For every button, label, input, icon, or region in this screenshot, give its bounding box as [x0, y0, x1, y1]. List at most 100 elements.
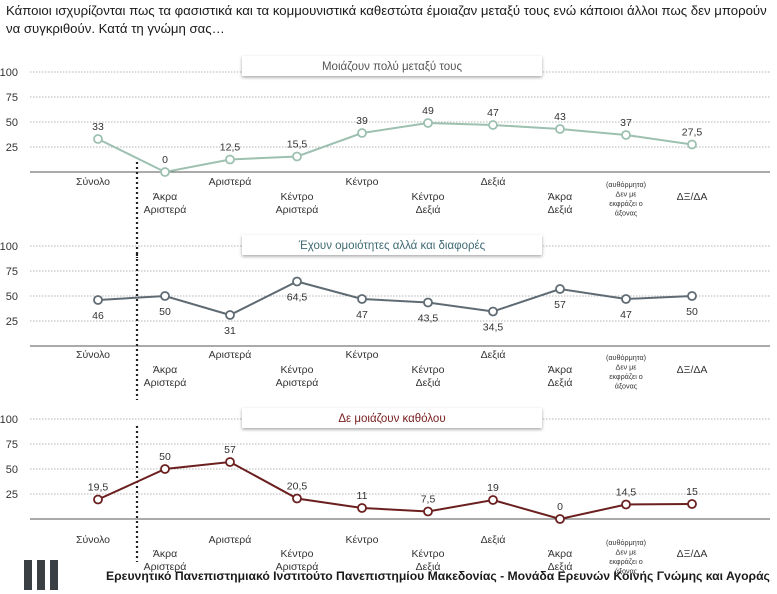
- data-label: 31: [224, 325, 236, 337]
- chart-title-box: [242, 408, 542, 428]
- data-point: [292, 493, 302, 504]
- data-point: [687, 291, 697, 301]
- category-label: Αριστερά: [276, 561, 319, 573]
- data-label: 43: [554, 111, 566, 123]
- category-label: Σύνολο: [76, 176, 110, 188]
- y-tick-label: 25: [6, 316, 18, 328]
- data-label: 15: [686, 486, 698, 498]
- data-point: [160, 291, 170, 301]
- data-point: [488, 306, 498, 317]
- category-label: Κέντρο: [412, 191, 445, 203]
- three-bars-logo-icon: [24, 560, 58, 590]
- data-label: 11: [357, 490, 368, 502]
- data-point: [160, 464, 170, 474]
- data-point: [225, 310, 235, 320]
- y-tick-label: 100: [0, 241, 18, 253]
- category-label: Άκρα: [153, 364, 177, 376]
- data-point: [555, 284, 565, 294]
- data-label: 19: [487, 482, 499, 494]
- data-label: 37: [620, 117, 632, 129]
- category-label: Κέντρο: [346, 534, 379, 546]
- category-label: άξονας: [615, 567, 638, 576]
- data-point: [357, 294, 367, 304]
- category-label: άξονας: [615, 382, 638, 391]
- category-label: εκφράζει ο: [609, 372, 643, 381]
- category-label: Κέντρο: [281, 364, 314, 376]
- data-label: 33: [92, 121, 104, 133]
- y-tick-label: 75: [6, 439, 18, 451]
- category-label: Αριστερά: [209, 349, 252, 361]
- category-label: Δεν με: [616, 363, 638, 372]
- category-label: Δεξιά: [548, 204, 573, 216]
- category-label: Άκρα: [153, 548, 177, 560]
- y-tick-label: 50: [6, 117, 18, 129]
- data-label: 47: [356, 309, 368, 321]
- data-label: 47: [487, 107, 499, 119]
- y-tick-label: 100: [0, 67, 18, 79]
- category-label: Δεν με: [616, 548, 638, 557]
- category-label: Κέντρο: [281, 548, 314, 560]
- category-label: εκφράζει ο: [609, 557, 643, 566]
- data-point: [555, 514, 565, 524]
- data-label: 49: [422, 105, 434, 117]
- data-point: [292, 151, 302, 162]
- category-label: Αριστερά: [209, 176, 252, 188]
- category-label: Σύνολο: [76, 534, 110, 546]
- category-label: Αριστερά: [209, 534, 252, 546]
- data-point: [621, 294, 631, 304]
- data-label: 0: [162, 154, 168, 166]
- category-label: Κέντρο: [346, 176, 379, 188]
- y-tick-label: 100: [0, 414, 18, 426]
- category-label: (αυθόρμητα): [606, 353, 646, 362]
- data-point: [423, 297, 433, 308]
- chart-title: Έχουν ομοιότητες αλλά και διαφορές: [298, 240, 486, 252]
- chart-title-box: [242, 235, 542, 255]
- category-label: Αριστερά: [276, 204, 319, 216]
- series-line: [97, 460, 693, 521]
- data-point: [488, 120, 498, 130]
- data-point: [225, 154, 235, 165]
- data-label: 34,5: [483, 322, 504, 334]
- data-point: [555, 124, 565, 134]
- category-label: Αριστερά: [144, 377, 187, 389]
- y-tick-label: 75: [6, 92, 18, 104]
- data-label: 27,5: [682, 127, 703, 139]
- category-label: Δεν με: [616, 190, 638, 199]
- data-point: [93, 494, 103, 505]
- footer-institute-text: Ερευνητικό Πανεπιστημιακό Ινστιτούτο Παν…: [106, 569, 770, 583]
- data-label: 14,5: [616, 487, 637, 499]
- data-label: 15,5: [287, 139, 308, 151]
- data-point: [357, 503, 367, 513]
- data-label: 47: [620, 309, 632, 321]
- data-label: 43,5: [418, 313, 439, 325]
- y-tick-label: 75: [6, 266, 18, 278]
- data-point: [160, 167, 170, 177]
- survey-question: Κάποιοι ισχυρίζονται πως τα φασιστικά κα…: [6, 3, 767, 36]
- data-label: 57: [224, 444, 236, 456]
- data-point: [621, 499, 631, 510]
- category-label: Σύνολο: [76, 349, 110, 361]
- data-point: [292, 276, 302, 287]
- data-label: 50: [159, 306, 171, 318]
- category-label: Δεξιά: [416, 377, 441, 389]
- data-label: 57: [554, 299, 566, 311]
- category-label: Αριστερά: [144, 561, 187, 573]
- category-label: (αυθόρμητα): [606, 538, 646, 547]
- data-point: [488, 495, 498, 505]
- category-label: Κέντρο: [346, 349, 379, 361]
- category-label: Άκρα: [548, 191, 572, 203]
- data-label: 19,5: [88, 482, 109, 494]
- category-label: ΔΞ/ΔΑ: [677, 548, 708, 560]
- category-label: Αριστερά: [144, 204, 187, 216]
- data-label: 64,5: [287, 292, 308, 304]
- data-point: [621, 130, 631, 140]
- data-label: 50: [159, 451, 171, 463]
- category-label: Κέντρο: [412, 364, 445, 376]
- data-label: 46: [92, 310, 104, 322]
- data-point: [225, 457, 235, 467]
- chart-title-box: [242, 56, 542, 76]
- category-label: Κέντρο: [281, 191, 314, 203]
- category-label: Δεξιά: [481, 534, 506, 546]
- category-label: Δεξιά: [416, 204, 441, 216]
